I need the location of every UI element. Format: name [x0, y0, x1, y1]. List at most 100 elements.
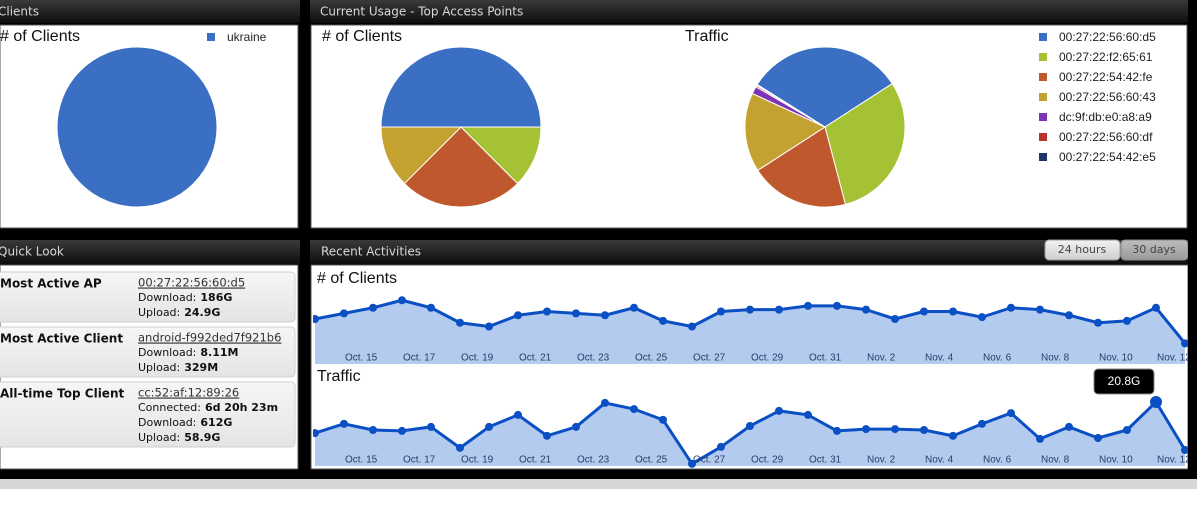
detail-label: Download:: [138, 291, 196, 304]
panel-header: [0, 240, 300, 264]
legend-label: 00:27:22:54:42:e5: [1059, 150, 1156, 164]
row-detail: Upload: 58.9G: [138, 431, 220, 444]
legend-swatch: [1039, 33, 1047, 41]
x-tick-label: Oct. 27: [693, 353, 726, 364]
point: [891, 315, 899, 323]
chart-title: # of Clients: [317, 270, 397, 287]
x-tick-label: Oct. 15: [345, 353, 378, 364]
point: [688, 322, 696, 331]
legend-label: ukraine: [227, 30, 267, 44]
detail-value: 8.11M: [200, 346, 238, 359]
button-label[interactable]: 30 days: [1132, 243, 1176, 256]
x-tick-label: Nov. 6: [983, 455, 1012, 466]
point: [833, 426, 841, 435]
legend-label: 00:27:22:56:60:43: [1059, 90, 1156, 104]
x-tick-label: Nov. 8: [1041, 455, 1070, 466]
point: [1123, 316, 1131, 325]
point: [804, 410, 812, 419]
x-tick-label: Oct. 25: [635, 353, 668, 364]
point: [746, 305, 754, 314]
chart-title: Traffic: [685, 28, 729, 45]
legend-label: 00:27:22:54:42:fe: [1059, 70, 1153, 84]
x-tick-label: Nov. 4: [925, 455, 954, 466]
legend-swatch: [1039, 153, 1047, 161]
point: [1181, 339, 1188, 348]
detail-label: Download:: [138, 416, 196, 429]
point: [949, 307, 957, 316]
x-tick-label: Nov. 2: [867, 455, 896, 466]
button-label[interactable]: 24 hours: [1058, 243, 1107, 256]
row-link[interactable]: 00:27:22:56:60:d5: [138, 276, 245, 290]
point: [717, 442, 725, 451]
point: [920, 426, 928, 434]
point: [398, 426, 406, 435]
point: [1065, 422, 1073, 431]
row-box: [0, 381, 296, 448]
legend-label: 00:27:22:56:60:df: [1059, 130, 1153, 144]
pie-slice: [824, 82, 906, 205]
x-tick-label: Nov. 8: [1041, 353, 1070, 364]
panel-title: Recent Activities: [321, 245, 421, 259]
point: [601, 398, 609, 407]
x-tick-label: Nov. 12: [1157, 353, 1191, 364]
range-button[interactable]: [1044, 239, 1121, 261]
footer-bar: [0, 479, 1197, 489]
point: [1007, 303, 1015, 312]
legend-swatch: [1039, 53, 1047, 61]
panel-header: [310, 0, 1188, 23]
row-box: [0, 271, 296, 323]
chart-title: Traffic: [317, 368, 361, 385]
point: [369, 303, 377, 312]
point: [949, 431, 957, 440]
point: [369, 426, 377, 434]
x-tick-label: Oct. 15: [345, 455, 378, 466]
point: [543, 431, 551, 440]
row-link[interactable]: android-f992ded7f921b6: [138, 331, 281, 345]
x-tick-label: Nov. 2: [867, 353, 896, 364]
x-tick-label: Oct. 17: [403, 353, 436, 364]
x-tick-label: Oct. 19: [461, 353, 494, 364]
x-tick-label: Nov. 4: [925, 353, 954, 364]
legend-label: 00:27:22:56:60:d5: [1059, 30, 1156, 44]
point: [862, 425, 870, 434]
x-tick-label: Oct. 21: [519, 455, 552, 466]
row-detail: Download: 8.11M: [138, 346, 238, 359]
x-tick-label: Oct. 29: [751, 455, 784, 466]
point: [601, 311, 609, 320]
pie-slice: [403, 126, 519, 208]
point: [514, 410, 522, 419]
point: [659, 415, 667, 424]
row-box: [0, 326, 296, 378]
quick-look-rows: Most Active AP 00:27:22:56:60:d5Download:…: [0, 271, 296, 448]
area: [315, 402, 1185, 466]
point: [485, 422, 493, 431]
row-link[interactable]: cc:52:af:12:89:26: [138, 386, 239, 400]
detail-value: 612G: [200, 416, 232, 429]
point: [1065, 311, 1073, 320]
x-tick-label: Oct. 29: [751, 353, 784, 364]
row-detail: Download: 186G: [138, 291, 232, 304]
detail-label: Upload:: [138, 306, 180, 319]
point: [456, 318, 464, 327]
point: [1094, 318, 1102, 327]
panel-header: [0, 0, 300, 23]
legend-swatch: [1039, 73, 1047, 81]
point: [485, 322, 493, 331]
point: [630, 303, 638, 312]
x-tick-label: Nov. 6: [983, 353, 1012, 364]
point: [630, 405, 638, 414]
detail-label: Download:: [138, 346, 196, 359]
row-label: Most Active AP: [0, 277, 102, 291]
x-tick-label: Oct. 23: [577, 353, 610, 364]
chart-title: # of Clients: [322, 28, 402, 45]
x-tick-label: Oct. 25: [635, 455, 668, 466]
pie-slice: [459, 126, 542, 185]
detail-value: 58.9G: [184, 431, 220, 444]
row-detail: Upload: 24.9G: [138, 306, 220, 319]
legend-swatch: [1039, 113, 1047, 121]
point: [775, 305, 783, 314]
tooltip-label: 20.8G: [1108, 374, 1141, 388]
point: [427, 422, 435, 431]
detail-value: 186G: [200, 291, 232, 304]
